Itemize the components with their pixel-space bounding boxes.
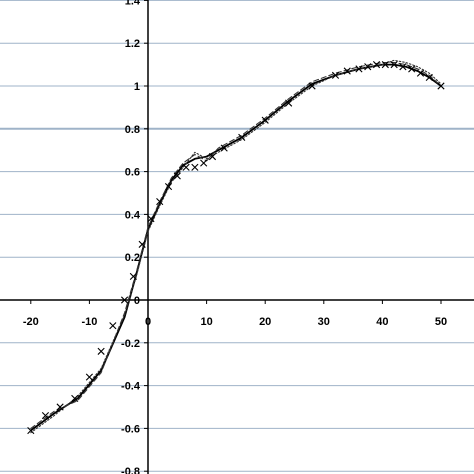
data-marker	[120, 296, 129, 304]
data-marker	[416, 69, 425, 77]
series-line-3	[30, 59, 442, 434]
series-layer	[29, 59, 442, 434]
data-marker	[71, 394, 79, 403]
y-tick-label: 0	[134, 295, 140, 307]
data-marker	[156, 197, 164, 206]
data-marker	[238, 133, 246, 141]
tick-labels: -20 -10 0 10 20 30 40 50 -0.8 -0.6 -0.4 -0.2 0 0.2 0.4…	[23, 0, 447, 474]
series-line-1	[29, 63, 442, 432]
data-marker	[399, 63, 407, 71]
x-tick-label: 10	[200, 316, 212, 328]
data-marker	[220, 144, 228, 152]
data-marker	[425, 73, 433, 82]
data-marker	[343, 67, 351, 75]
data-marker	[355, 65, 363, 73]
marker-layer	[27, 61, 445, 435]
data-marker	[97, 347, 105, 355]
x-tick-label: 30	[318, 316, 330, 328]
data-marker	[27, 426, 35, 435]
x-tick-label: 0	[145, 316, 151, 328]
y-tick-label: 0.2	[125, 252, 140, 264]
data-marker	[285, 99, 293, 107]
y-tick-label: -0.2	[121, 338, 140, 350]
data-marker	[138, 240, 146, 248]
y-tick-label: -0.4	[121, 381, 141, 393]
y-tick-label: 1.4	[125, 0, 141, 7]
x-tick-label: 50	[435, 316, 447, 328]
y-tick-label: 0.8	[125, 124, 140, 136]
x-tick-label: -20	[23, 316, 39, 328]
data-marker	[173, 172, 181, 180]
data-marker	[191, 163, 199, 171]
x-tick-label: 40	[376, 316, 388, 328]
data-marker	[208, 153, 217, 161]
y-tick-label: -0.8	[121, 466, 140, 474]
data-marker	[182, 163, 190, 171]
data-marker	[164, 182, 173, 191]
series-line-2	[30, 61, 442, 429]
data-marker	[364, 63, 372, 71]
data-marker	[129, 272, 137, 281]
data-marker	[308, 82, 316, 90]
x-tick-label: -10	[81, 316, 97, 328]
y-tick-label: 1	[134, 81, 140, 93]
data-marker	[41, 411, 50, 420]
data-marker	[261, 116, 269, 124]
y-tick-label: 0.4	[125, 209, 141, 221]
data-marker	[390, 61, 398, 69]
data-marker	[381, 61, 389, 69]
data-marker	[56, 403, 64, 411]
data-marker	[408, 65, 416, 73]
data-marker	[200, 159, 208, 167]
data-marker	[147, 215, 155, 223]
x-tick-label: 20	[259, 316, 271, 328]
y-tick-label: 1.2	[125, 38, 140, 50]
data-marker	[437, 82, 445, 90]
y-tick-label: 0.6	[125, 167, 140, 179]
data-marker	[109, 322, 117, 330]
data-marker	[331, 71, 340, 79]
data-marker	[372, 61, 381, 69]
data-marker	[85, 373, 93, 381]
y-tick-label: -0.6	[121, 423, 140, 435]
